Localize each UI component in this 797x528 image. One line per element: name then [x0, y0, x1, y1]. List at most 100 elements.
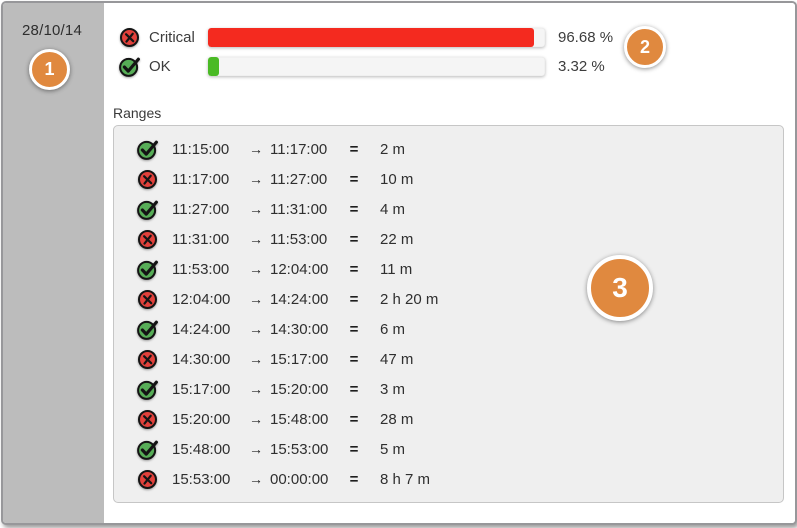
- critical-bar-fill: [208, 28, 534, 47]
- arrow-right-icon: →: [249, 291, 263, 307]
- equals-icon: =: [349, 350, 359, 368]
- summary-label: Critical: [149, 29, 195, 46]
- callout-badge-2: 2: [624, 26, 666, 68]
- range-start-time: 15:20:00: [172, 410, 231, 428]
- range-end-time: 15:48:00: [270, 410, 329, 428]
- equals-icon: =: [349, 320, 359, 338]
- report-content: Critical 96.68 % OK 3.32 % Ranges 11:15:…: [104, 3, 795, 523]
- critical-status-icon: [136, 408, 159, 431]
- critical-status-icon: [136, 168, 159, 191]
- critical-percent: 96.68 %: [558, 29, 614, 46]
- arrow-right-icon: →: [249, 351, 263, 367]
- range-end-time: 00:00:00: [270, 470, 329, 488]
- ok-percent: 3.32 %: [558, 58, 605, 75]
- range-duration: 47 m: [380, 350, 414, 368]
- ok-status-icon: [136, 198, 159, 221]
- range-duration: 5 m: [380, 440, 406, 458]
- range-start-time: 12:04:00: [172, 290, 231, 308]
- range-row: 14:30:00 → 15:17:00 = 47 m: [114, 344, 783, 374]
- equals-icon: =: [349, 140, 359, 158]
- arrow-right-icon: →: [249, 411, 263, 427]
- range-duration: 10 m: [380, 170, 414, 188]
- critical-bar-track: [208, 28, 545, 47]
- ok-status-icon: [136, 318, 159, 341]
- range-row: 15:48:00 → 15:53:00 = 5 m: [114, 434, 783, 464]
- range-end-time: 15:53:00: [270, 440, 329, 458]
- critical-status-icon: [136, 228, 159, 251]
- range-start-time: 15:48:00: [172, 440, 231, 458]
- range-duration: 4 m: [380, 200, 406, 218]
- range-row: 14:24:00 → 14:30:00 = 6 m: [114, 314, 783, 344]
- range-start-time: 11:15:00: [172, 140, 230, 158]
- range-end-time: 14:24:00: [270, 290, 329, 308]
- ok-status-icon: [136, 378, 159, 401]
- range-end-time: 15:17:00: [270, 350, 329, 368]
- callout-badge-3: 3: [587, 255, 653, 321]
- arrow-right-icon: →: [249, 441, 263, 457]
- range-start-time: 11:53:00: [172, 260, 230, 278]
- range-row: 15:20:00 → 15:48:00 = 28 m: [114, 404, 783, 434]
- equals-icon: =: [349, 200, 359, 218]
- ok-status-icon: [136, 438, 159, 461]
- arrow-right-icon: →: [249, 171, 263, 187]
- range-start-time: 15:53:00: [172, 470, 231, 488]
- range-row: 15:53:00 → 00:00:00 = 8 h 7 m: [114, 464, 783, 494]
- ok-status-icon: [118, 55, 141, 78]
- arrow-right-icon: →: [249, 471, 263, 487]
- range-duration: 3 m: [380, 380, 406, 398]
- ok-bar-fill: [208, 57, 220, 76]
- range-row: 15:17:00 → 15:20:00 = 3 m: [114, 374, 783, 404]
- equals-icon: =: [349, 170, 359, 188]
- equals-icon: =: [349, 230, 359, 248]
- range-start-time: 14:30:00: [172, 350, 231, 368]
- summary-row-ok: OK 3.32 %: [104, 52, 795, 81]
- equals-icon: =: [349, 470, 359, 488]
- range-end-time: 11:31:00: [270, 200, 328, 218]
- range-duration: 11 m: [380, 260, 413, 278]
- range-duration: 8 h 7 m: [380, 470, 431, 488]
- range-start-time: 11:17:00: [172, 170, 230, 188]
- callout-badge-2-label: 2: [639, 36, 650, 57]
- range-end-time: 15:20:00: [270, 380, 329, 398]
- ok-status-icon: [136, 138, 159, 161]
- range-row: 11:15:00 → 11:17:00 = 2 m: [114, 134, 783, 164]
- equals-icon: =: [349, 410, 359, 428]
- report-date: 28/10/14: [22, 22, 82, 39]
- callout-badge-3-label: 3: [612, 272, 628, 303]
- arrow-right-icon: →: [249, 201, 263, 217]
- range-duration: 22 m: [380, 230, 414, 248]
- critical-status-icon: [118, 26, 141, 49]
- arrow-right-icon: →: [249, 231, 263, 247]
- availability-summary: Critical 96.68 % OK 3.32 %: [104, 3, 795, 81]
- equals-icon: =: [349, 260, 359, 278]
- equals-icon: =: [349, 290, 359, 308]
- ok-bar-track: [208, 57, 545, 76]
- ranges-title: Ranges: [113, 105, 162, 121]
- range-duration: 6 m: [380, 320, 406, 338]
- critical-status-icon: [136, 288, 159, 311]
- callout-badge-1: 1: [29, 49, 70, 90]
- arrow-right-icon: →: [249, 321, 263, 337]
- range-start-time: 14:24:00: [172, 320, 231, 338]
- ranges-panel: 11:15:00 → 11:17:00 = 2 m 11:17:00 → 11:…: [113, 125, 784, 503]
- critical-status-icon: [136, 348, 159, 371]
- range-end-time: 11:17:00: [270, 140, 328, 158]
- range-duration: 28 m: [380, 410, 414, 428]
- range-row: 11:31:00 → 11:53:00 = 22 m: [114, 224, 783, 254]
- arrow-right-icon: →: [249, 261, 263, 277]
- arrow-right-icon: →: [249, 381, 263, 397]
- summary-row-critical: Critical 96.68 %: [104, 23, 795, 52]
- range-end-time: 11:27:00: [270, 170, 328, 188]
- range-end-time: 14:30:00: [270, 320, 329, 338]
- range-end-time: 12:04:00: [270, 260, 329, 278]
- date-sidebar: 28/10/14: [3, 3, 104, 523]
- callout-badge-1-label: 1: [44, 59, 55, 79]
- range-start-time: 11:31:00: [172, 230, 230, 248]
- critical-status-icon: [136, 468, 159, 491]
- ranges-list: 11:15:00 → 11:17:00 = 2 m 11:17:00 → 11:…: [114, 134, 783, 494]
- ok-status-icon: [136, 258, 159, 281]
- range-row: 11:17:00 → 11:27:00 = 10 m: [114, 164, 783, 194]
- range-row: 11:27:00 → 11:31:00 = 4 m: [114, 194, 783, 224]
- summary-label: OK: [149, 58, 171, 75]
